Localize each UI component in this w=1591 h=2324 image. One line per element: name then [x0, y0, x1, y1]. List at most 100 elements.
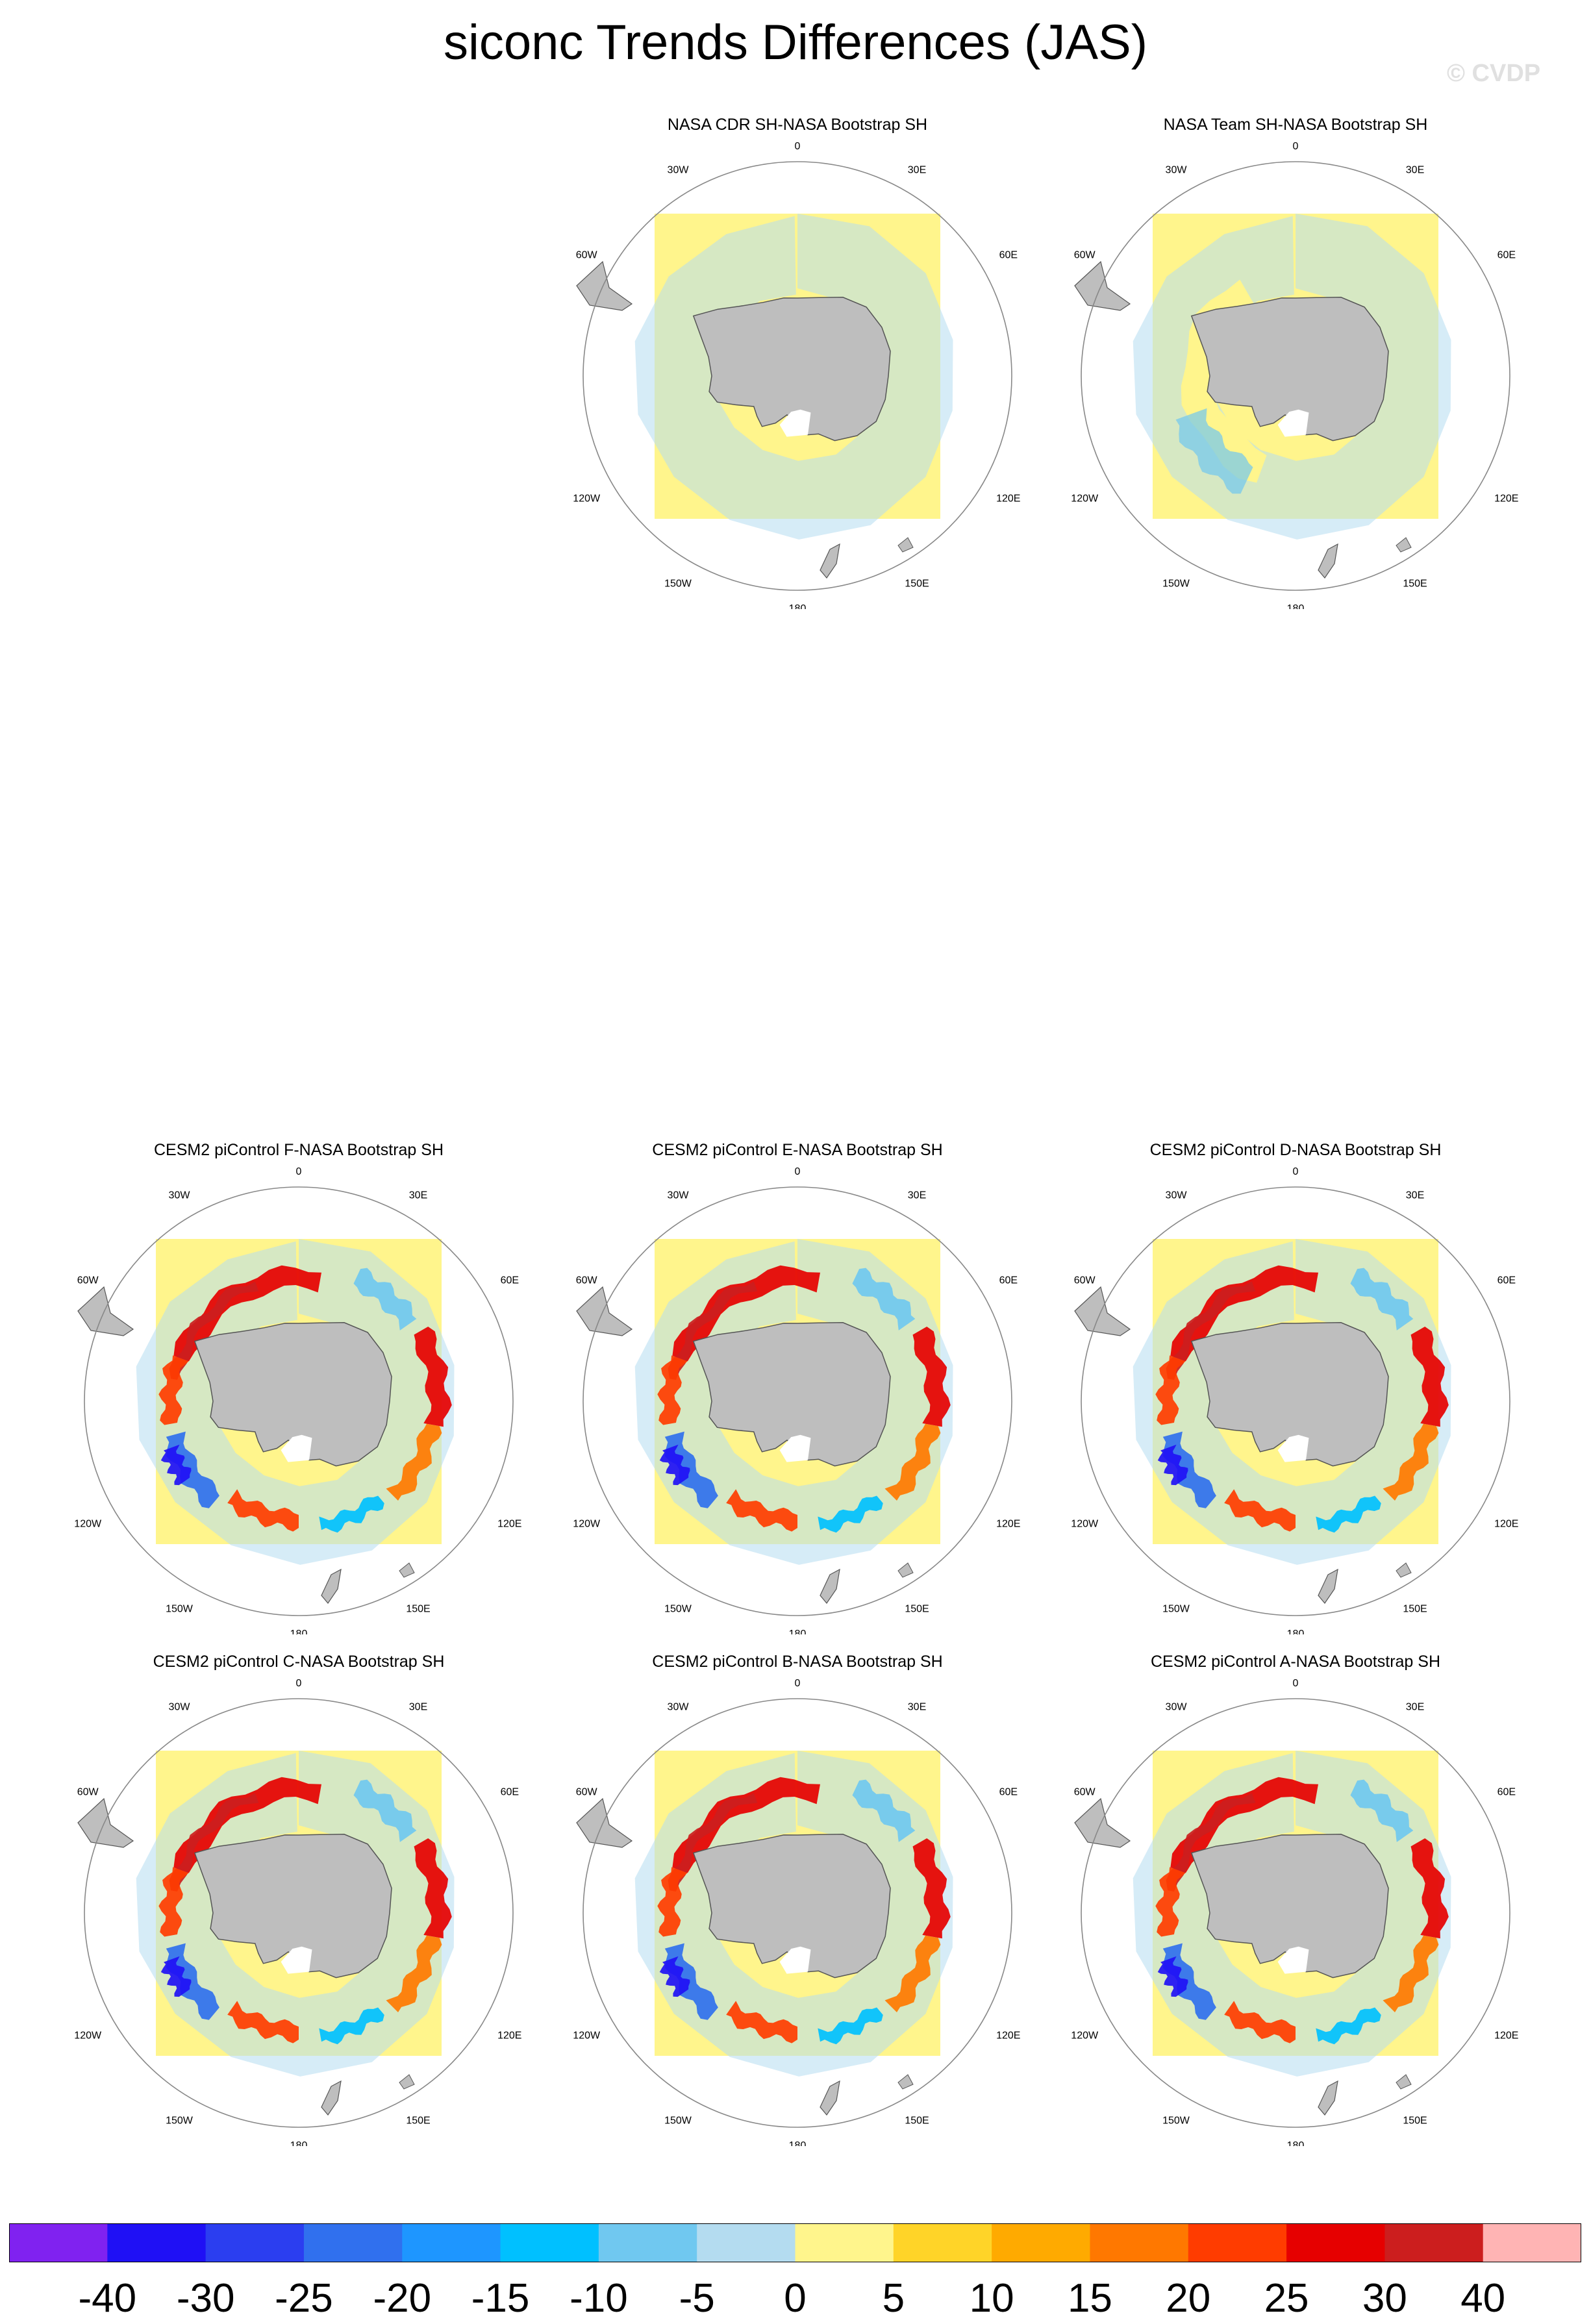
- trend-band: [912, 1327, 951, 1427]
- trend-band: [664, 1943, 718, 2020]
- longitude-label: 30E: [1406, 164, 1424, 175]
- colorbar-swatch: [1188, 2223, 1287, 2262]
- trend-band: [386, 1935, 442, 2012]
- colorbar-tick-label: -30: [176, 2276, 235, 2321]
- longitude-label: 120W: [1071, 1519, 1099, 1530]
- trend-band: [1350, 1779, 1414, 1842]
- longitude-label: 150W: [1162, 2116, 1190, 2127]
- longitude-label: 0: [795, 1166, 801, 1177]
- trend-band: [1350, 1268, 1414, 1331]
- colorbar-tick-label: -5: [679, 2276, 715, 2321]
- trend-band: [852, 1779, 916, 1842]
- longitude-label: 60E: [999, 1275, 1018, 1286]
- longitude-label: 60W: [576, 250, 598, 261]
- longitude-label: 30W: [1166, 1701, 1188, 1712]
- longitude-label: 60E: [999, 1787, 1018, 1798]
- longitude-label: 60E: [1497, 250, 1516, 261]
- longitude-label: 120E: [996, 1519, 1020, 1530]
- longitude-label: 60E: [501, 1787, 519, 1798]
- map-boundary-circle: [84, 1698, 514, 2128]
- longitude-label: 150W: [1162, 579, 1190, 590]
- map-panel: CESM2 piControl F-NASA Bootstrap SH 0 30E 6…: [65, 1141, 532, 1634]
- colorbar-swatch: [107, 2223, 207, 2262]
- longitude-label: 60E: [501, 1275, 519, 1286]
- longitude-label: 60E: [1497, 1275, 1516, 1286]
- antarctica-landmass: [1190, 1322, 1389, 1467]
- longitude-label: 0: [795, 1678, 801, 1689]
- south-america-landmass: [77, 1286, 134, 1336]
- longitude-label: 120W: [573, 2030, 601, 2042]
- longitude-label: 30E: [908, 164, 926, 175]
- colorbar-swatch: [893, 2223, 992, 2262]
- panel-title: CESM2 piControl B-NASA Bootstrap SH: [652, 1653, 943, 1671]
- trend-band: [659, 1956, 690, 1997]
- polar-map: 030E60E90E120E150E180150W120W90W60W30W: [573, 141, 1020, 609]
- colorbar-swatch: [1090, 2223, 1189, 2262]
- new-zealand-landmass: [1318, 1568, 1338, 1604]
- polar-map: 030E60E90E120E150E180150W120W90W60W30W: [1071, 141, 1518, 609]
- panel-title: CESM2 piControl D-NASA Bootstrap SH: [1149, 1141, 1442, 1159]
- trend-band: [726, 2001, 797, 2043]
- antarctica-landmass: [1190, 297, 1389, 442]
- map-panel: CESM2 piControl C-NASA Bootstrap SH 0 30E 6…: [65, 1653, 532, 2146]
- longitude-label: 30E: [908, 1190, 926, 1201]
- trend-band: [353, 1779, 417, 1842]
- longitude-label: 120E: [1494, 2030, 1518, 2042]
- longitude-label: 150E: [1403, 1604, 1427, 1615]
- trend-band: [1155, 1867, 1186, 1937]
- south-america-landmass: [576, 260, 633, 311]
- longitude-label: 60W: [576, 1275, 598, 1286]
- island-landmass: [1396, 537, 1412, 553]
- panel-title: CESM2 piControl A-NASA Bootstrap SH: [1150, 1653, 1441, 1671]
- longitude-label: 0: [296, 1678, 302, 1689]
- colorbar-tick-label: -25: [275, 2276, 333, 2321]
- colorbar-tick-label: 5: [882, 2276, 905, 2321]
- map-boundary-circle: [583, 1698, 1012, 2128]
- colorbar-tick-label: 30: [1362, 2276, 1407, 2321]
- colorbar-tick-label: 15: [1067, 2276, 1112, 2321]
- colorbar-swatch: [1483, 2223, 1582, 2262]
- longitude-label: 120W: [74, 2030, 102, 2042]
- island-landmass: [1396, 2074, 1412, 2090]
- trend-band: [160, 1444, 192, 1486]
- polar-map: 030E60E90E120E150E180150W120W90W60W30W: [573, 1678, 1020, 2146]
- ice-shelf: [1277, 1946, 1309, 1974]
- longitude-label: 60E: [999, 250, 1018, 261]
- longitude-label: 30E: [409, 1701, 427, 1712]
- panel-title: CESM2 piControl C-NASA Bootstrap SH: [153, 1653, 445, 1671]
- colorbar-tick-label: -15: [471, 2276, 530, 2321]
- longitude-label: 180: [290, 2140, 308, 2146]
- longitude-label: 180: [789, 1629, 807, 1634]
- colorbar-swatch: [205, 2223, 305, 2262]
- island-landmass: [897, 537, 914, 553]
- antarctica-landmass: [194, 1834, 392, 1979]
- map-panel: CESM2 piControl A-NASA Bootstrap SH 0 30E 6…: [1062, 1653, 1529, 2146]
- new-zealand-landmass: [820, 1568, 840, 1604]
- trend-band: [166, 1431, 219, 1508]
- longitude-label: 150E: [905, 1604, 929, 1615]
- new-zealand-landmass: [321, 2080, 342, 2116]
- new-zealand-landmass: [321, 1568, 342, 1604]
- map-boundary-circle: [84, 1186, 514, 1616]
- longitude-label: 180: [1287, 603, 1305, 609]
- map-boundary-circle: [1081, 161, 1510, 591]
- map-boundary-circle: [583, 1186, 1012, 1616]
- colorbar-swatch: [598, 2223, 697, 2262]
- new-zealand-landmass: [820, 543, 840, 579]
- trend-band: [1316, 1495, 1381, 1533]
- polar-map: 030E60E90E120E150E180150W120W90W60W30W: [1071, 1678, 1518, 2146]
- colorbar-tick-label: -40: [78, 2276, 137, 2321]
- trend-band: [1383, 1423, 1439, 1501]
- longitude-label: 180: [290, 1629, 308, 1634]
- trend-band: [1316, 2007, 1381, 2045]
- longitude-label: 30W: [169, 1701, 191, 1712]
- trend-band: [657, 1867, 688, 1937]
- longitude-label: 30E: [908, 1701, 926, 1712]
- longitude-label: 0: [1293, 1166, 1299, 1177]
- ice-shelf: [779, 409, 811, 437]
- trend-band: [1410, 1838, 1449, 1939]
- longitude-label: 30W: [668, 164, 690, 175]
- panel-title: NASA Team SH-NASA Bootstrap SH: [1163, 116, 1428, 134]
- longitude-label: 150W: [664, 2116, 692, 2127]
- map-panel: CESM2 piControl D-NASA Bootstrap SH 0 30E 6…: [1062, 1141, 1529, 1634]
